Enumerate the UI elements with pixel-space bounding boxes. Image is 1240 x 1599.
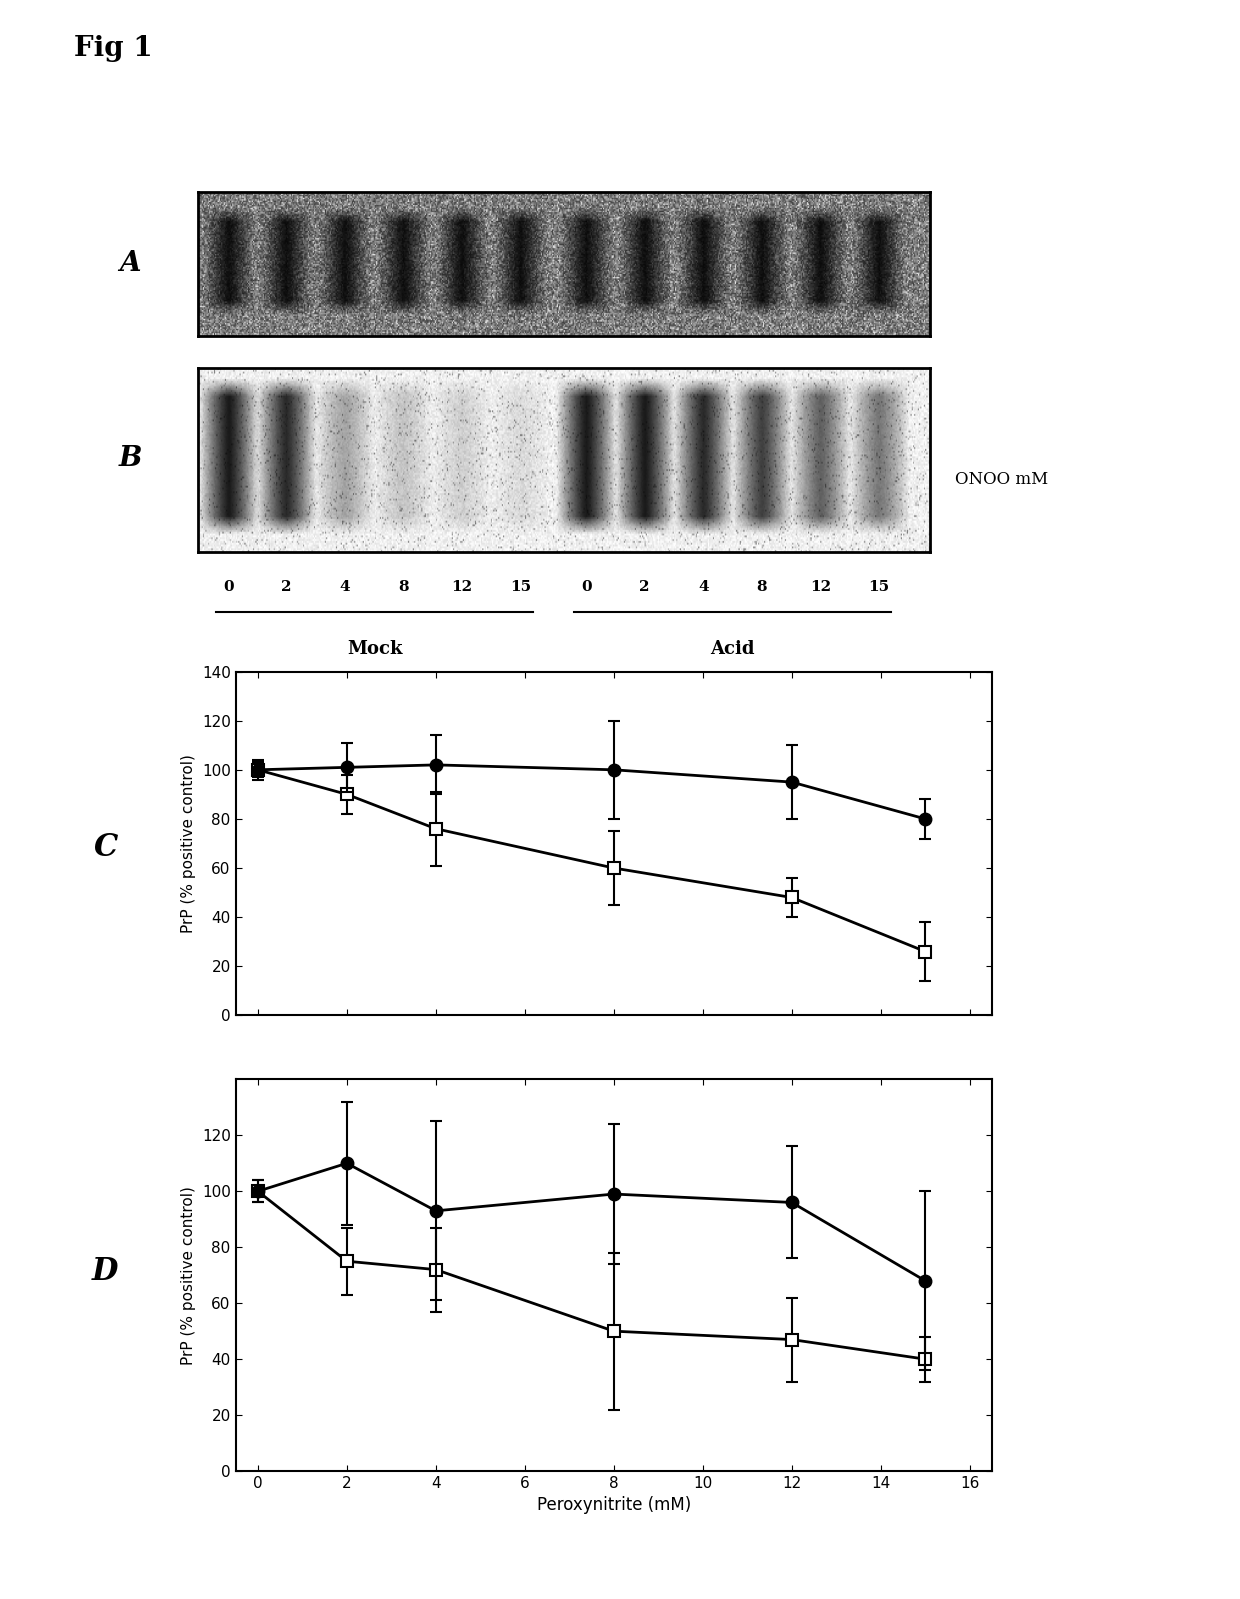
Text: Acid: Acid [711,640,755,657]
Text: 0: 0 [223,580,234,595]
Text: 12: 12 [451,580,472,595]
Text: 2: 2 [281,580,291,595]
Text: 12: 12 [810,580,831,595]
Text: 15: 15 [510,580,531,595]
Text: Fig 1: Fig 1 [74,35,153,62]
X-axis label: Peroxynitrite (mM): Peroxynitrite (mM) [537,1497,691,1514]
Text: 8: 8 [756,580,768,595]
Text: B: B [119,446,141,472]
Text: A: A [119,251,141,277]
Text: D: D [92,1255,119,1287]
Text: 8: 8 [398,580,408,595]
Y-axis label: PrP (% positive control): PrP (% positive control) [181,1186,196,1364]
Text: ONOO mM: ONOO mM [955,472,1048,488]
Y-axis label: PrP (% positive control): PrP (% positive control) [181,755,196,932]
Text: 2: 2 [640,580,650,595]
Text: C: C [93,831,118,863]
Text: 0: 0 [580,580,591,595]
Text: 15: 15 [868,580,889,595]
Text: 4: 4 [340,580,350,595]
Text: Mock: Mock [347,640,402,657]
Text: 4: 4 [698,580,708,595]
